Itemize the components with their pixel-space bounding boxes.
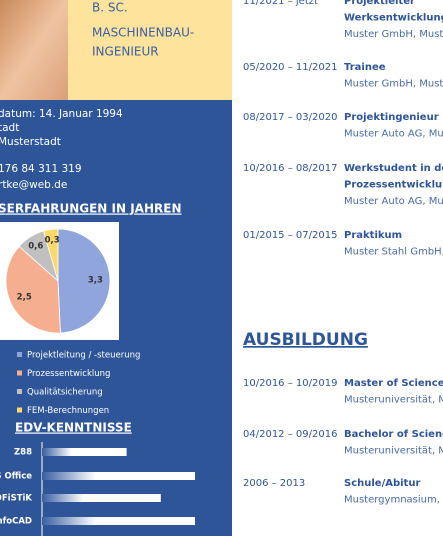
entry-place: Mustergymnasium, M xyxy=(344,495,443,506)
skill-bar xyxy=(42,494,161,502)
entry-date: 10/2016 – 08/2017 xyxy=(243,163,337,174)
legend-label: Projektleitung / -steuerung xyxy=(27,351,140,361)
section-heading: AUSBILDUNG xyxy=(243,330,368,350)
entry-place: Muster Stahl GmbH, xyxy=(344,247,443,258)
personal-detail: 176 84 311 319 xyxy=(0,163,82,175)
entry-place: Muster GmbH, Must xyxy=(344,79,443,90)
entry-place: Musteruniversität, M xyxy=(344,446,443,457)
personal-detail: rtke@web.de xyxy=(0,179,67,191)
bar-label: S Office xyxy=(0,472,32,482)
entry-place: Muster Auto AG, Mus xyxy=(344,196,443,207)
data-label: 0,3 xyxy=(45,235,60,245)
legend-label: Qualitätsicherung xyxy=(27,388,103,398)
skill-bar xyxy=(42,448,127,456)
entry-title: Werkstudent in der xyxy=(344,163,443,174)
entry-title: Schule/Abitur xyxy=(344,478,420,489)
entry-title: Master of Science xyxy=(344,378,443,389)
pie-slice xyxy=(57,228,111,334)
legend-swatch xyxy=(17,389,22,394)
job-title: INGENIEUR xyxy=(92,45,159,59)
entry-title: Projektleiter xyxy=(344,0,415,7)
entry-title: Prozessentwicklung xyxy=(344,180,443,191)
legend-label: Prozessentwicklung xyxy=(27,369,110,379)
photo xyxy=(0,0,68,100)
data-label: 3,3 xyxy=(88,276,103,286)
entry-title: Praktikum xyxy=(344,230,402,241)
entry-place: Musteruniversität, M xyxy=(344,395,443,406)
chart-title: EDV-KENNTNISSE xyxy=(15,421,132,435)
data-label: 2,5 xyxy=(17,293,32,303)
entry-date: 11/2021 – jetzt xyxy=(243,0,318,7)
bar-label: nfoCAD xyxy=(0,517,32,527)
skill-bar xyxy=(42,472,195,480)
legend-swatch xyxy=(17,370,22,376)
entry-date: 05/2020 – 11/2021 xyxy=(243,62,337,73)
entry-date: 01/2015 – 07/2015 xyxy=(243,230,337,241)
pie-slice xyxy=(5,245,61,334)
data-label: 0,6 xyxy=(28,241,43,251)
bar-label: Z88 xyxy=(14,448,32,458)
name-box xyxy=(68,0,232,100)
skill-bar xyxy=(42,517,195,525)
legend-swatch xyxy=(17,407,22,413)
entry-title: Bachelor of Science xyxy=(344,429,443,440)
legend-label: FEM-Berechnungen xyxy=(27,406,109,416)
entry-date: 2006 – 2013 xyxy=(243,478,305,489)
pie-slice xyxy=(43,228,59,282)
entry-place: Muster Auto AG, Mu xyxy=(344,129,443,140)
degree: B. SC. xyxy=(92,1,128,15)
entry-date: 04/2012 – 09/2016 xyxy=(243,429,337,440)
bar-label: OFiSTiK xyxy=(0,494,32,504)
personal-detail: tadt xyxy=(0,122,19,134)
personal-detail: datum: 14. Januar 1994 xyxy=(0,108,123,120)
entry-title: Trainee xyxy=(344,62,386,73)
chart-title: SERFAHRUNGEN IN JAHREN xyxy=(0,202,182,216)
entry-title: Projektingenieur xyxy=(344,112,439,123)
job-title: MASCHINENBAU- xyxy=(92,26,194,40)
entry-date: 08/2017 – 03/2020 xyxy=(243,112,337,123)
entry-title: Werksentwicklung xyxy=(344,13,443,24)
entry-date: 10/2016 – 10/2019 xyxy=(243,378,337,389)
entry-place: Muster GmbH, Muste xyxy=(344,29,443,40)
legend-swatch xyxy=(17,352,22,357)
personal-detail: Musterstadt xyxy=(0,136,61,148)
